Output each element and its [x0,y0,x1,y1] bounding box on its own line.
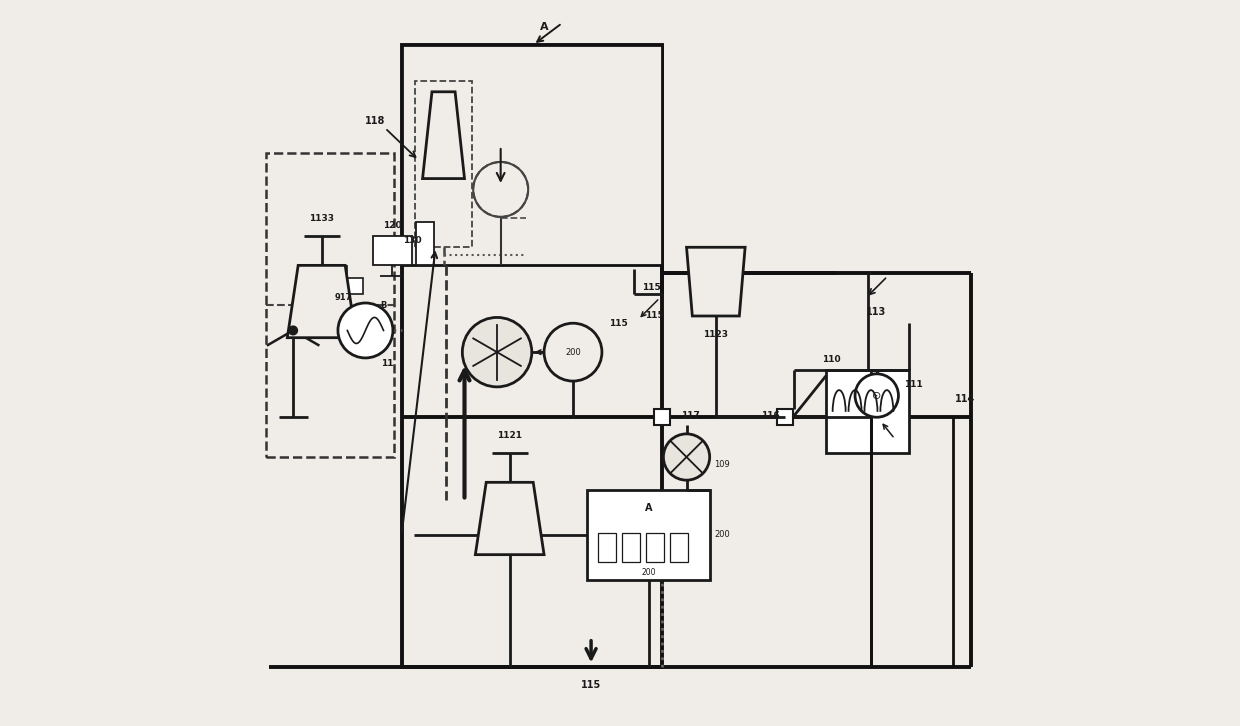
Polygon shape [423,91,465,179]
Bar [265,153,394,457]
Text: 118: 118 [366,115,386,126]
Text: 11: 11 [382,359,394,367]
Bar [373,237,413,266]
Text: A: A [645,502,652,513]
Circle shape [856,374,899,417]
Bar [415,81,471,248]
Text: 115: 115 [582,680,601,690]
Text: 111: 111 [904,380,923,389]
Bar [402,45,662,666]
Text: 1121: 1121 [497,431,522,440]
Bar [588,489,711,580]
Bar [402,45,662,266]
Text: 116: 116 [761,412,780,420]
Bar [417,222,434,266]
Text: 109: 109 [714,460,730,469]
Bar [670,533,688,562]
Text: 120: 120 [383,221,402,230]
Text: B: B [379,301,387,310]
Text: A: A [539,22,548,32]
Bar [653,409,670,425]
Text: 110: 110 [822,355,841,364]
Text: ⊙: ⊙ [872,391,882,401]
Bar [646,533,665,562]
Bar [599,533,616,562]
Text: 115: 115 [641,282,661,292]
Text: 114: 114 [955,394,975,404]
Polygon shape [475,482,544,555]
Circle shape [339,303,393,358]
Bar [419,179,469,233]
Text: 200: 200 [714,530,730,539]
Polygon shape [687,248,745,316]
Text: 115: 115 [609,319,627,327]
Polygon shape [288,266,356,338]
Bar [777,409,792,425]
Text: 1133: 1133 [309,214,334,223]
Text: 117: 117 [682,412,701,420]
Text: 115: 115 [645,311,665,320]
Circle shape [463,317,532,387]
Bar [331,278,363,294]
Text: 130: 130 [403,235,422,245]
Text: 917: 917 [335,293,352,303]
Text: 200: 200 [641,568,656,577]
Bar [622,533,640,562]
Circle shape [663,434,709,480]
Text: 113: 113 [866,307,887,317]
Circle shape [289,326,298,335]
Circle shape [544,323,601,381]
Text: 1123: 1123 [703,330,728,338]
Bar [826,370,909,454]
Text: 200: 200 [565,348,580,356]
